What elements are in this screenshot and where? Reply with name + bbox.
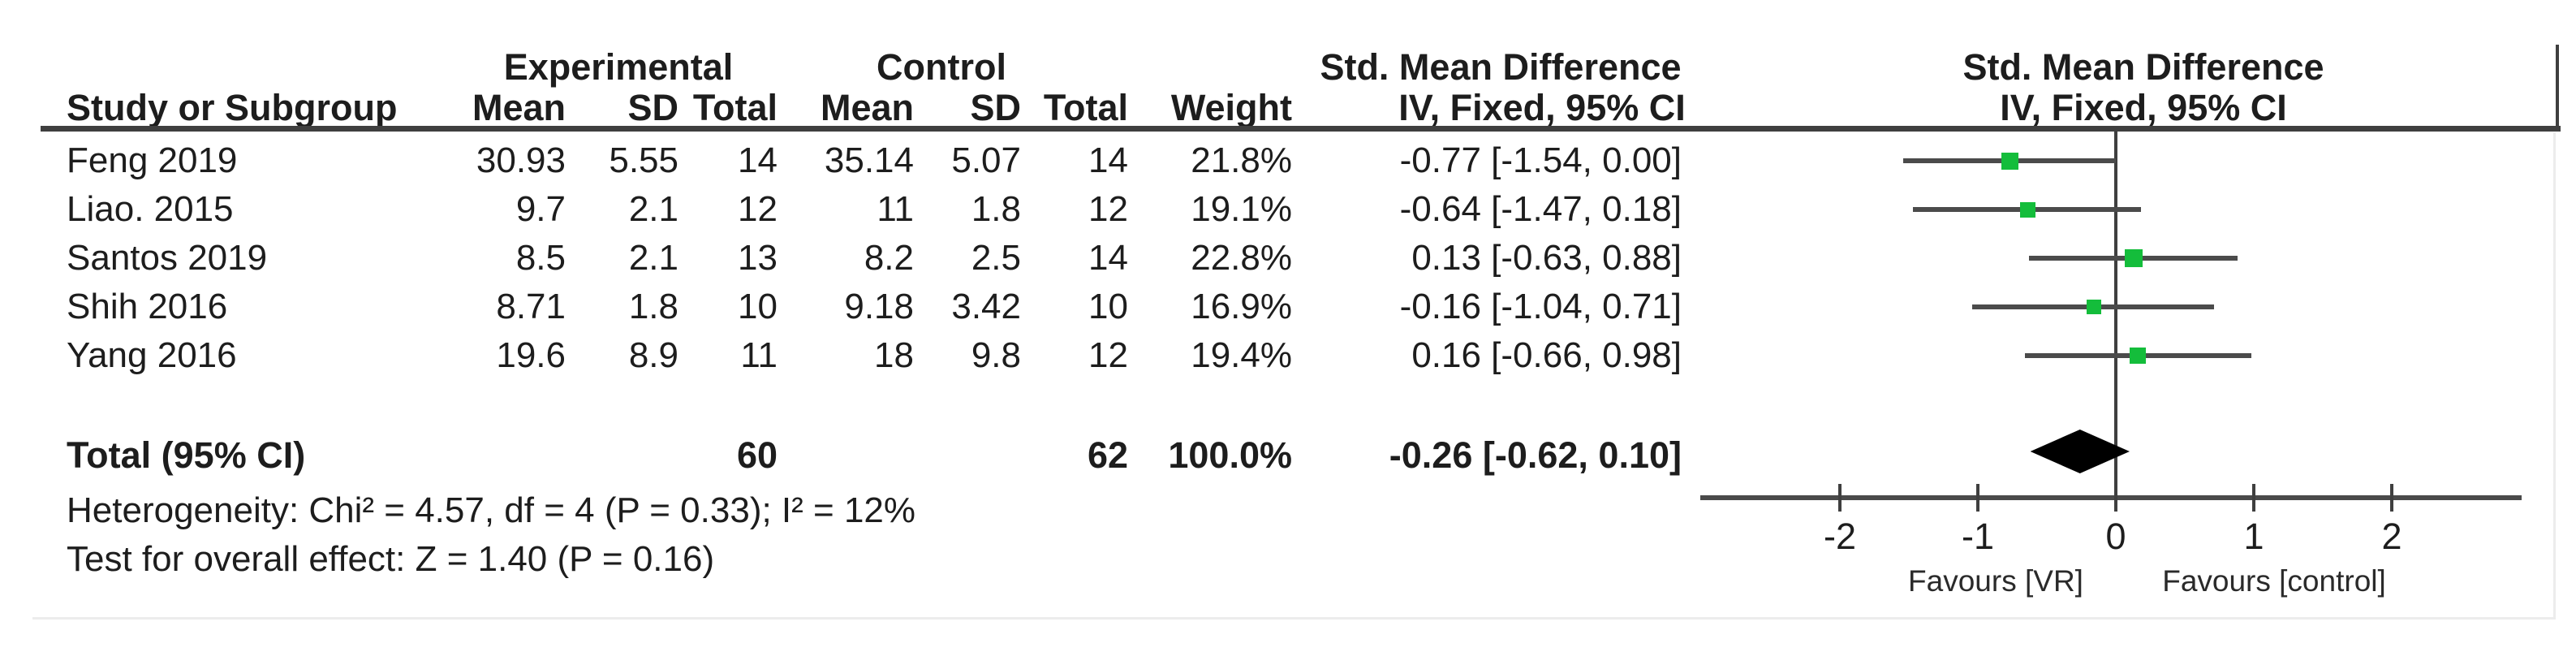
exp-sd-cell: 1.8 xyxy=(628,287,678,326)
axis-tick xyxy=(2114,484,2117,512)
study-name: Yang 2016 xyxy=(67,335,237,375)
ctrl-total-cell: 12 xyxy=(1088,335,1128,375)
exp-total-cell: 13 xyxy=(738,238,778,278)
exp-sd-cell: 5.55 xyxy=(609,140,678,180)
study-name: Liao. 2015 xyxy=(67,189,234,229)
col-header-ci-right: IV, Fixed, 95% CI xyxy=(2000,87,2287,128)
ctrl-mean-cell: 18 xyxy=(874,335,914,375)
ctrl-sd-cell: 1.8 xyxy=(971,189,1021,229)
weight-cell: 21.8% xyxy=(1191,140,1292,180)
axis-tick-label: 0 xyxy=(2105,516,2126,557)
exp-total-cell: 11 xyxy=(740,335,778,375)
ctrl-mean-cell: 8.2 xyxy=(864,238,914,278)
column-group-experimental: Experimental xyxy=(503,46,734,88)
exp-total-cell: 14 xyxy=(738,140,778,180)
favours-left-label: Favours [VR] xyxy=(1908,564,2083,598)
heterogeneity-note: Heterogeneity: Chi² = 4.57, df = 4 (P = … xyxy=(67,490,916,530)
col-header-exp-mean: Mean xyxy=(472,87,566,128)
col-header-study: Study or Subgroup xyxy=(67,87,398,128)
weight-cell: 19.1% xyxy=(1191,189,1292,229)
axis-tick-label: 2 xyxy=(2381,516,2402,557)
col-header-exp-sd: SD xyxy=(627,87,678,128)
ctrl-total-cell: 14 xyxy=(1088,238,1128,278)
header-rule xyxy=(41,126,2561,132)
exp-mean-cell: 19.6 xyxy=(496,335,566,375)
exp-mean-cell: 9.7 xyxy=(515,189,566,229)
axis-tick xyxy=(1838,484,1842,512)
column-group-control: Control xyxy=(877,46,1006,88)
weight-cell: 19.4% xyxy=(1191,335,1292,375)
exp-sd-cell: 2.1 xyxy=(628,189,678,229)
axis-tick xyxy=(1976,484,1979,512)
ctrl-mean-cell: 35.14 xyxy=(824,140,914,180)
exp-sd-cell: 2.1 xyxy=(628,238,678,278)
ci-text-cell: 0.16 [-0.66, 0.98] xyxy=(1411,335,1682,375)
frame-right-border xyxy=(2556,45,2559,132)
ci-text-cell: -0.16 [-1.04, 0.71] xyxy=(1399,287,1682,326)
axis-tick xyxy=(2252,484,2255,512)
col-header-ci-left: IV, Fixed, 95% CI xyxy=(1398,87,1686,128)
zero-effect-line xyxy=(2114,132,2117,499)
axis-tick xyxy=(2390,484,2393,512)
figure-right-border xyxy=(2553,132,2556,620)
ci-text-cell: -0.77 [-1.54, 0.00] xyxy=(1399,140,1682,180)
weight-cell: 16.9% xyxy=(1191,287,1292,326)
smd-header-left: Std. Mean Difference xyxy=(1320,46,1682,88)
figure-bottom-border xyxy=(32,617,2555,620)
effect-square xyxy=(2086,300,2101,314)
favours-right-label: Favours [control] xyxy=(2162,564,2386,598)
effect-square xyxy=(2130,348,2147,364)
total-row-label: Total (95% CI) xyxy=(67,434,306,476)
col-header-weight: Weight xyxy=(1170,87,1292,128)
ctrl-sd-cell: 2.5 xyxy=(971,238,1021,278)
ctrl-total-cell: 12 xyxy=(1088,189,1128,229)
total-ci-text: -0.26 [-0.62, 0.10] xyxy=(1389,434,1682,476)
exp-mean-cell: 30.93 xyxy=(476,140,566,180)
effect-square xyxy=(2019,201,2035,218)
overall-effect-note: Test for overall effect: Z = 1.40 (P = 0… xyxy=(67,539,715,579)
axis-tick-label: 1 xyxy=(2243,516,2264,557)
ci-text-cell: 0.13 [-0.63, 0.88] xyxy=(1411,238,1682,278)
col-header-exp-total: Total xyxy=(692,87,778,128)
total-exp-n: 60 xyxy=(736,434,778,476)
weight-cell: 22.8% xyxy=(1191,238,1292,278)
total-ctrl-n: 62 xyxy=(1087,434,1128,476)
ctrl-total-cell: 10 xyxy=(1088,287,1128,326)
axis-tick-label: -1 xyxy=(1961,516,1994,557)
exp-mean-cell: 8.5 xyxy=(515,238,566,278)
ctrl-sd-cell: 9.8 xyxy=(971,335,1021,375)
ci-text-cell: -0.64 [-1.47, 0.18] xyxy=(1399,189,1682,229)
ctrl-sd-cell: 5.07 xyxy=(951,140,1021,180)
ctrl-mean-cell: 11 xyxy=(877,189,914,229)
axis-tick-label: -2 xyxy=(1823,516,1856,557)
effect-square xyxy=(2001,152,2018,170)
effect-square xyxy=(2125,249,2143,267)
ctrl-total-cell: 14 xyxy=(1088,140,1128,180)
ctrl-sd-cell: 3.42 xyxy=(951,287,1021,326)
exp-total-cell: 12 xyxy=(738,189,778,229)
study-name: Santos 2019 xyxy=(67,238,268,278)
smd-header-right: Std. Mean Difference xyxy=(1962,46,2324,88)
exp-mean-cell: 8.71 xyxy=(496,287,566,326)
exp-total-cell: 10 xyxy=(738,287,778,326)
x-axis-line xyxy=(1700,495,2522,500)
study-name: Shih 2016 xyxy=(67,287,228,326)
study-name: Feng 2019 xyxy=(67,140,238,180)
exp-sd-cell: 8.9 xyxy=(628,335,678,375)
ctrl-mean-cell: 9.18 xyxy=(844,287,914,326)
col-header-ctrl-sd: SD xyxy=(970,87,1021,128)
col-header-ctrl-total: Total xyxy=(1043,87,1128,128)
total-weight: 100.0% xyxy=(1168,434,1292,476)
col-header-ctrl-mean: Mean xyxy=(820,87,914,128)
